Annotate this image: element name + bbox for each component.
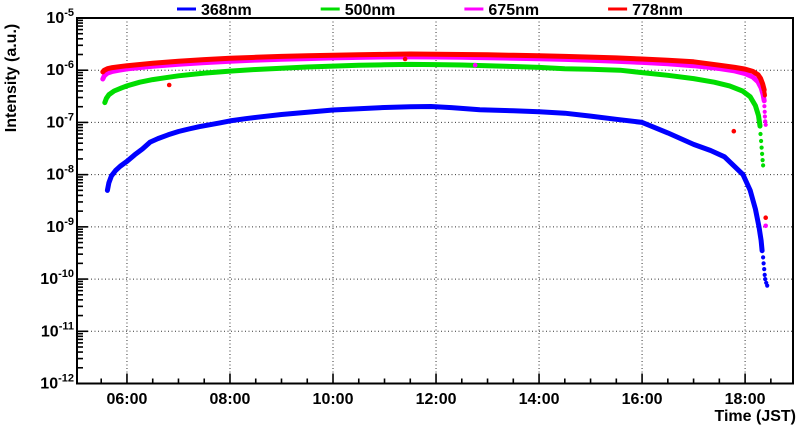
series-tail-dot-500nm — [760, 151, 765, 156]
legend-item-500nm: 500nm — [320, 2, 396, 19]
x-tick-label: 08:00 — [210, 391, 251, 408]
y-tick-label: 10-5 — [46, 7, 74, 27]
series-tail-dot-778nm — [762, 93, 768, 98]
x-tick-label: 12:00 — [416, 391, 457, 408]
series-tail-dot-500nm — [759, 145, 764, 150]
series-tail-dot-675nm — [762, 114, 768, 119]
outlier-dot-675nm — [472, 62, 478, 68]
x-tick-label: 10:00 — [313, 391, 354, 408]
series-tail-dot-675nm — [763, 122, 768, 127]
series-tail-dot-500nm — [761, 163, 766, 168]
series-layer — [100, 51, 770, 288]
x-tick-label: 06:00 — [107, 391, 148, 408]
outlier-dot-778nm — [402, 56, 408, 62]
series-tail-dot-368nm — [762, 267, 767, 272]
y-tick-label: 10-10 — [40, 268, 74, 288]
series-tail-dot-368nm — [761, 255, 766, 260]
series-curve-368nm — [104, 104, 765, 254]
x-tick-label: 14:00 — [519, 391, 560, 408]
x-tick-label: 16:00 — [622, 391, 663, 408]
y-tick-label: 10-12 — [40, 373, 74, 393]
plot-frame — [76, 17, 794, 385]
legend: 368nm 500nm 675nm 778nm — [177, 2, 683, 19]
y-axis-title: Intensity (a.u.) — [3, 24, 20, 132]
y-tick-label: 10-11 — [41, 320, 74, 340]
series-tail-dot-368nm — [761, 261, 766, 266]
outlier-dot-778nm — [731, 128, 737, 134]
series-tail-dot-368nm — [762, 272, 767, 277]
series-curve-500nm — [102, 61, 763, 129]
legend-label-675nm: 675nm — [488, 2, 539, 19]
series-tail-dot-500nm — [758, 131, 763, 137]
outlier-dot-778nm — [166, 82, 172, 88]
tick-labels-layer: 06:00 08:00 10:00 12:00 14:00 16:00 18:00 10-5 1… — [40, 7, 765, 408]
outlier-dot-778nm — [763, 215, 768, 220]
legend-label-778nm: 778nm — [632, 2, 683, 19]
y-tick-label: 10-8 — [46, 164, 74, 184]
series-curve-675nm — [100, 54, 767, 104]
y-tick-label: 10-6 — [46, 59, 74, 79]
legend-item-675nm: 675nm — [464, 2, 539, 19]
series-tail-dot-368nm — [765, 283, 770, 288]
legend-label-500nm: 500nm — [345, 2, 396, 19]
x-tick-label: 18:00 — [725, 391, 766, 408]
series-tail-dot-675nm — [763, 119, 768, 124]
y-tick-label: 10-7 — [46, 111, 74, 131]
series-curve-778nm — [100, 51, 767, 93]
ticks-layer — [77, 17, 772, 385]
legend-item-778nm: 778nm — [608, 2, 683, 19]
series-tail-dot-500nm — [759, 138, 764, 144]
y-tick-label: 10-9 — [46, 216, 74, 236]
series-tail-dot-675nm — [762, 104, 767, 109]
series-tail-dot-500nm — [760, 158, 765, 163]
legend-item-368nm: 368nm — [177, 2, 252, 19]
legend-label-368nm: 368nm — [201, 2, 252, 19]
outlier-dot-675nm — [763, 223, 768, 229]
grid-layer — [77, 18, 793, 384]
series-tail-dot-368nm — [763, 277, 768, 282]
series-tail-dot-675nm — [762, 109, 767, 114]
x-axis-title: Time (JST) — [715, 408, 797, 425]
